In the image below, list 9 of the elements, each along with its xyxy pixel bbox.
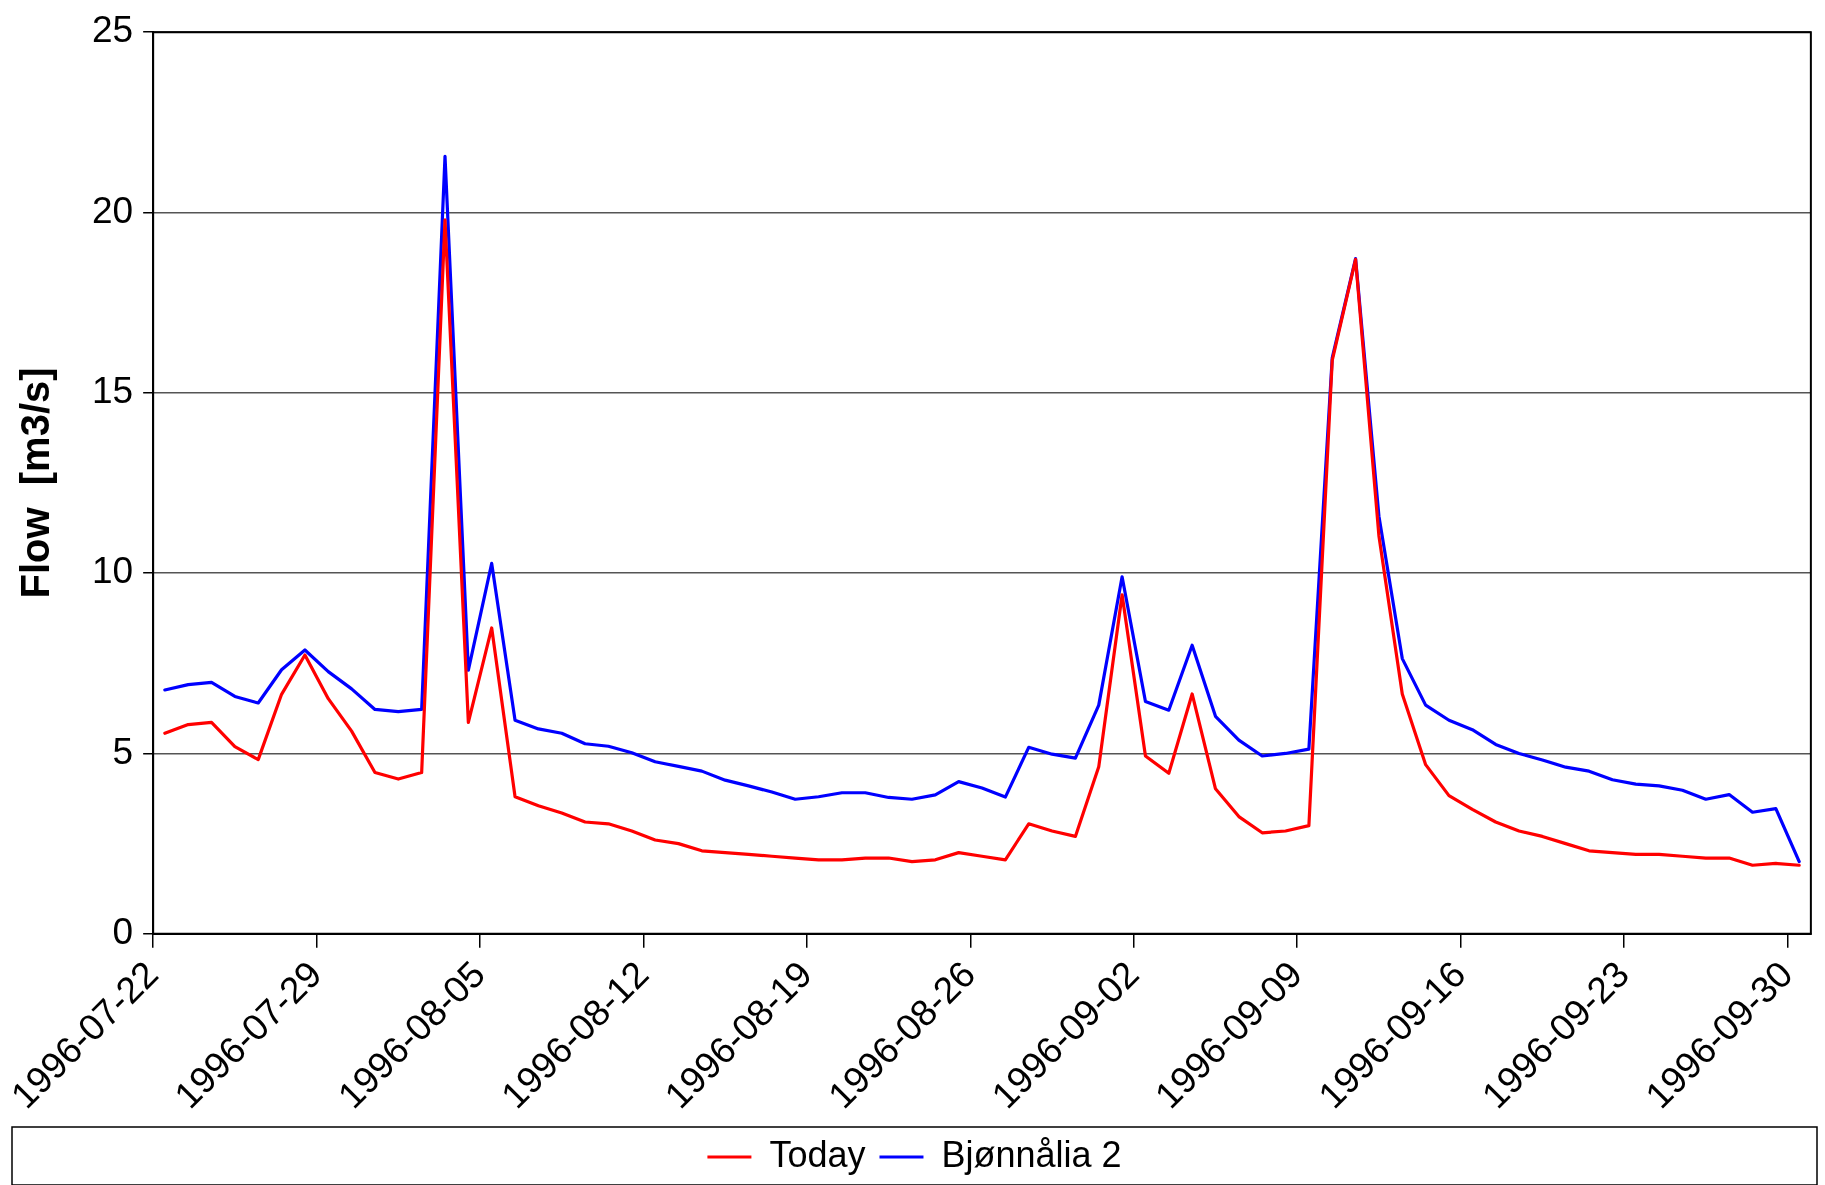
y-tick-label: 15 [92,370,134,412]
y-axis-title: Flow [m3/s] [13,367,58,599]
y-tick-label: 25 [92,9,134,51]
y-tick-label: 20 [92,189,134,231]
y-tick-label: 10 [92,550,134,592]
y-tick-label: 5 [112,730,134,772]
legend-label: Today [769,1133,866,1175]
legend-label: Bjønnålia 2 [941,1133,1122,1175]
y-tick-label: 0 [112,910,134,952]
